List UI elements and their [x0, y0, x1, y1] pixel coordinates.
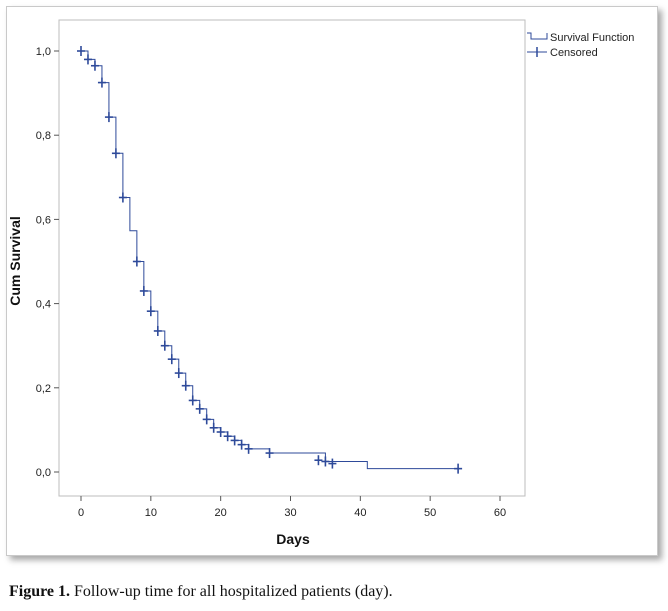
figure-caption: Figure 1. Follow-up time for all hospita… [9, 583, 659, 601]
caption-text: Follow-up time for all hospitalized pati… [70, 583, 393, 600]
censored-mark [223, 431, 232, 442]
censored-mark [83, 54, 92, 65]
x-axis-title: Days [276, 531, 310, 547]
censored-mark [167, 354, 176, 365]
censored-mark [265, 448, 274, 459]
censored-mark [202, 414, 211, 425]
censored-mark [111, 148, 120, 159]
censored-mark [153, 325, 162, 336]
censored-mark [146, 306, 155, 317]
censored-mark [216, 427, 225, 438]
censored-mark [181, 380, 190, 391]
x-tick-label: 20 [215, 507, 227, 519]
censored-mark [244, 443, 253, 454]
x-tick-label: 30 [284, 507, 296, 519]
censored-mark [195, 403, 204, 414]
censored-mark [118, 192, 127, 203]
x-axis: 0 10 20 30 40 50 60 [78, 496, 506, 519]
censored-mark [160, 340, 169, 351]
y-tick-label: 0,2 [36, 383, 51, 395]
y-axis-title: Cum Survival [7, 216, 23, 305]
y-tick-label: 0,6 [36, 214, 51, 226]
x-tick-label: 50 [424, 507, 436, 519]
x-tick-label: 10 [145, 507, 157, 519]
y-tick-label: 0,8 [36, 130, 51, 142]
censored-marks [77, 46, 463, 474]
y-axis: 0,0 0,2 0,4 0,6 0,8 1,0 [36, 46, 59, 479]
y-tick-label: 0,0 [36, 467, 51, 479]
censored-mark [174, 368, 183, 379]
censored-mark [314, 455, 323, 466]
x-tick-label: 60 [494, 507, 506, 519]
caption-label: Figure 1. [9, 583, 71, 600]
legend-survival-label: Survival Function [550, 32, 634, 44]
y-tick-label: 1,0 [36, 46, 51, 58]
censored-mark [139, 285, 148, 296]
legend: Survival Function Censored [527, 32, 634, 59]
censored-mark [132, 256, 141, 267]
censored-mark [90, 60, 99, 71]
censored-mark [321, 456, 330, 467]
censored-mark [77, 46, 85, 56]
censored-mark [230, 435, 239, 446]
plot-area [58, 19, 526, 497]
x-tick-label: 0 [78, 507, 84, 519]
censored-mark [454, 463, 463, 474]
censored-mark [104, 112, 113, 123]
y-tick-label: 0,4 [36, 299, 51, 311]
censored-mark [328, 458, 337, 469]
censored-mark [209, 422, 218, 433]
censored-mark [188, 395, 197, 406]
censored-mark [237, 439, 246, 450]
censored-mark [97, 77, 106, 88]
legend-censored-label: Censored [550, 47, 598, 59]
legend-survival-swatch [527, 32, 548, 40]
x-tick-label: 40 [354, 507, 366, 519]
